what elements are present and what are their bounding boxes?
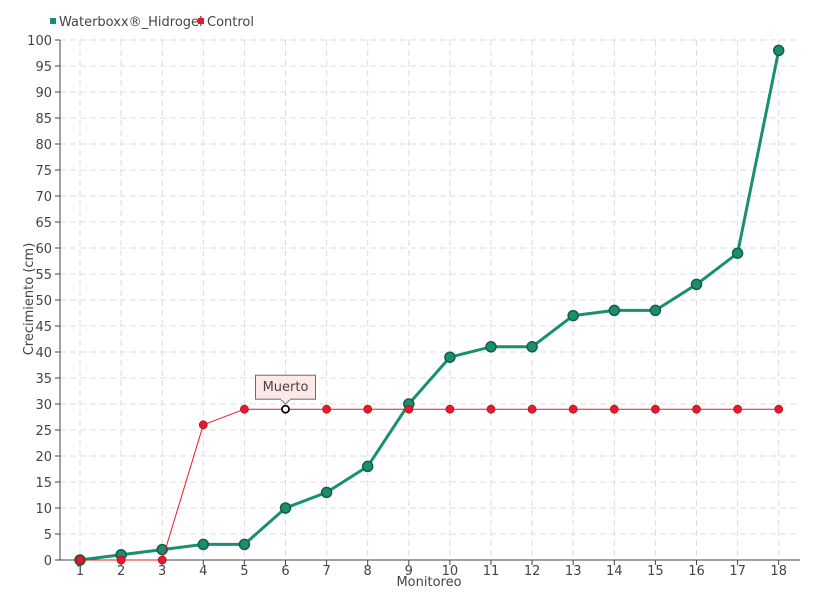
data-point [733,404,742,414]
x-tick-label: 5 [240,564,248,579]
y-tick-label: 100 [27,34,52,49]
x-tick-label: 4 [199,564,207,579]
data-point [568,404,578,414]
series-control [75,404,784,565]
y-tick-label: 0 [44,554,52,569]
x-tick-label: 2 [117,564,125,579]
x-tick-label: 12 [524,564,541,579]
legend-item[interactable]: Control [198,15,254,30]
data-point [444,351,456,363]
legend-item[interactable]: Waterboxx®_Hidrogel [50,15,203,30]
data-point [485,341,497,353]
y-tick-label: 30 [35,398,52,413]
grid [60,39,800,560]
x-tick-label: 6 [281,564,289,579]
x-axis-title: Monitoreo [396,575,461,590]
data-point [363,404,373,414]
y-tick-label: 65 [35,216,52,231]
y-tick-label: 10 [35,502,52,517]
y-tick-label: 75 [35,164,52,179]
y-tick-label: 55 [35,268,52,283]
axes: 0510152025303540455055606570758085909510… [27,34,800,579]
y-tick-label: 45 [35,320,52,335]
data-point [404,404,414,414]
data-point [567,309,579,322]
y-tick-label: 60 [35,242,52,257]
data-point [609,404,619,414]
data-point [608,304,621,317]
x-tick-label: 9 [405,564,413,579]
x-tick-label: 10 [442,564,459,579]
data-point [445,404,455,414]
y-tick-label: 40 [35,346,52,361]
series-line [79,50,781,562]
y-tick-label: 20 [35,450,52,465]
y-tick-label: 90 [35,86,52,101]
data-point [238,538,251,551]
y-tick-label: 15 [35,476,52,491]
data-point [322,404,332,414]
data-point [157,555,167,565]
data-point [774,404,784,414]
x-tick-label: 14 [606,564,623,579]
annotation-layer: Muerto [255,374,316,414]
y-tick-label: 85 [35,112,52,127]
data-point [198,420,208,430]
y-tick-label: 35 [35,372,52,387]
data-point [197,538,210,551]
x-tick-label: 11 [483,564,500,579]
data-point [239,404,249,414]
x-tick-label: 7 [322,564,330,579]
x-tick-label: 16 [688,564,705,579]
data-point [731,247,744,259]
series-layer [74,44,785,566]
y-tick-label: 70 [35,190,52,205]
legend-label: Waterboxx®_Hidrogel [59,15,203,30]
data-point [772,44,785,57]
y-tick-label: 50 [35,294,52,309]
data-point [651,404,660,414]
data-point [649,304,662,317]
y-tick-label: 95 [35,60,52,75]
x-tick-label: 18 [770,564,787,579]
data-point [527,404,537,414]
y-tick-label: 25 [35,424,52,439]
x-tick-label: 15 [647,564,664,579]
annotation-pointer [280,398,291,405]
x-tick-label: 3 [158,564,166,579]
series-line [80,408,779,561]
legend-swatch [198,18,204,24]
legend-label: Control [207,15,254,30]
data-point [361,460,374,473]
data-point [116,555,126,565]
x-tick-label: 13 [565,564,582,579]
x-tick-label: 17 [729,564,746,579]
y-axis-title: Crecimiento (cm) [22,243,37,356]
legend-swatch [50,18,56,24]
data-point [690,278,703,291]
legend: Waterboxx®_Hidrogel Control [50,15,254,30]
data-point [320,486,333,499]
annotation-marker [281,404,290,414]
data-point [279,502,292,514]
x-tick-label: 8 [364,564,372,579]
data-point [692,404,701,414]
x-tick-label: 1 [76,564,84,579]
series-waterboxx [74,44,785,566]
data-point [486,404,496,414]
y-tick-label: 5 [44,528,52,543]
data-point [75,555,85,565]
data-point [526,341,538,353]
annotation-label: Muerto [263,380,309,395]
y-tick-label: 80 [35,138,52,153]
